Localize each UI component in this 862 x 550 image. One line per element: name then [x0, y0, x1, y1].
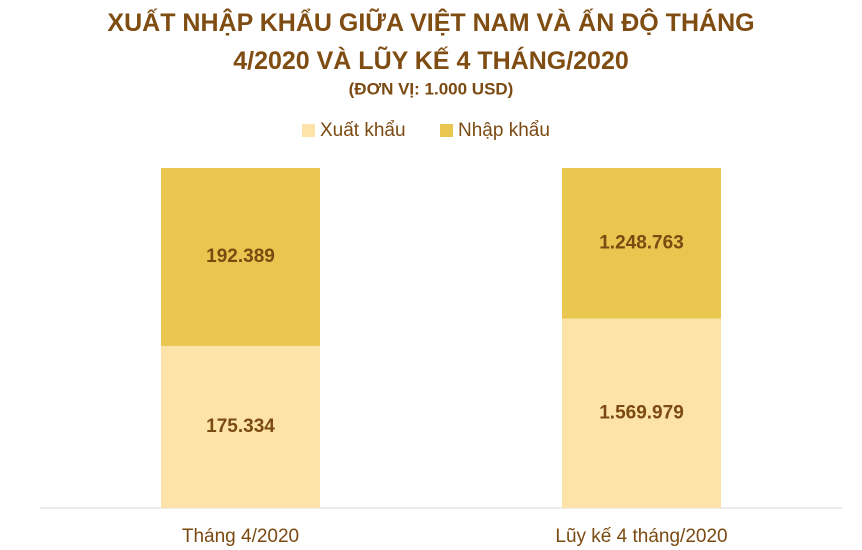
value-label: 1.569.979 — [599, 402, 684, 423]
value-label: 175.334 — [206, 416, 275, 437]
legend-swatch — [440, 124, 453, 137]
value-label: 1.248.763 — [599, 232, 684, 253]
legend-label: Xuất khẩu — [320, 120, 406, 141]
legend-swatch — [302, 124, 315, 137]
chart-subtitle: (ĐƠN VỊ: 1.000 USD) — [349, 79, 514, 98]
x-tick-label: Tháng 4/2020 — [182, 526, 299, 547]
legend-label: Nhập khẩu — [458, 120, 550, 141]
value-label: 192.389 — [206, 246, 275, 267]
x-tick-label: Lũy kế 4 tháng/2020 — [555, 526, 727, 547]
bar-segment — [562, 168, 721, 319]
bar-segment — [161, 168, 320, 346]
bar-segment — [161, 345, 320, 508]
chart-title: XUẤT NHẬP KHẨU GIỮA VIỆT NAM VÀ ẤN ĐỘ TH… — [107, 9, 755, 75]
bar-segment — [562, 318, 721, 508]
